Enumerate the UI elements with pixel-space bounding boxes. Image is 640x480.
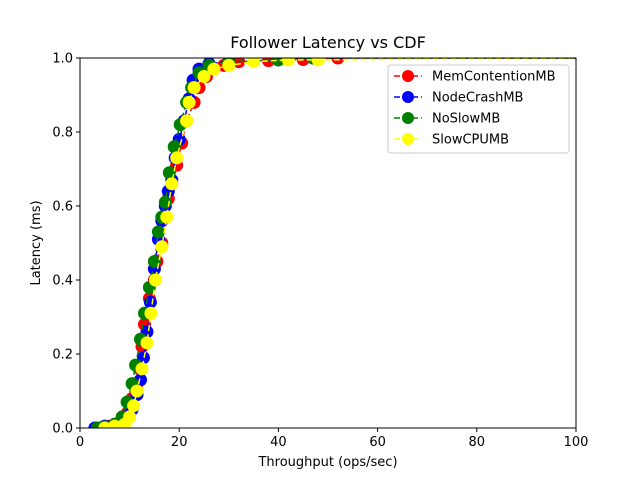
data-point-slowcpumb <box>180 114 194 128</box>
legend-entry-slowcpumb: SlowCPUMB <box>394 133 509 148</box>
y-tick-label: 1.0 <box>52 52 73 67</box>
legend-box <box>387 64 570 154</box>
data-point-slowcpumb <box>140 336 154 350</box>
x-tick-label: 20 <box>171 435 188 450</box>
legend-label: NoSlowMB <box>432 112 500 127</box>
legend-entry-memcontentionmb: MemContentionMB <box>394 70 556 85</box>
data-point-slowcpumb <box>247 58 261 69</box>
x-axis-label: Throughput (ops/sec) <box>257 455 397 470</box>
chart-title: Follower Latency vs CDF <box>230 33 426 52</box>
legend-entry-nodecrashmb: NodeCrashMB <box>394 91 523 106</box>
legend-label: NodeCrashMB <box>432 91 523 106</box>
x-tick-label: 100 <box>564 435 589 450</box>
x-axis: 0 20 40 60 80 100 <box>76 428 589 450</box>
y-tick-label: 0.2 <box>52 348 73 363</box>
x-tick-label: 40 <box>270 435 287 450</box>
legend-label: SlowCPUMB <box>432 133 509 148</box>
data-point-slowcpumb <box>148 273 162 287</box>
y-tick-label: 0.8 <box>52 126 73 141</box>
legend: MemContentionMB NodeCrashMB NoSlowMB SlowCP… <box>387 64 570 154</box>
data-point-slowcpumb <box>182 95 196 109</box>
data-point-slowcpumb <box>135 362 149 376</box>
y-tick-label: 0.6 <box>52 200 73 215</box>
data-point-slowcpumb <box>187 81 201 95</box>
legend-marker <box>402 91 414 103</box>
data-point-slowcpumb <box>130 384 144 398</box>
data-point-slowcpumb <box>144 306 158 320</box>
data-point-slowcpumb <box>222 58 236 72</box>
x-tick-label: 80 <box>469 435 486 450</box>
series-slowcpumb <box>98 58 576 428</box>
data-point-slowcpumb <box>155 240 169 254</box>
data-point-noslowmb <box>151 225 165 239</box>
data-point-slowcpumb <box>311 58 325 67</box>
series-layer <box>88 58 576 428</box>
y-tick-label: 0.0 <box>52 422 73 437</box>
data-point-slowcpumb <box>197 70 211 83</box>
data-point-slowcpumb <box>123 410 137 424</box>
data-point-slowcpumb <box>98 421 112 428</box>
data-point-slowcpumb <box>207 62 221 76</box>
data-point-slowcpumb <box>165 177 179 191</box>
legend-entry-noslowmb: NoSlowMB <box>394 112 500 127</box>
x-tick-label: 0 <box>76 435 84 450</box>
data-point-slowcpumb <box>127 399 141 413</box>
x-tick-label: 60 <box>369 435 386 450</box>
legend-marker <box>402 112 414 124</box>
plot-frame <box>79 57 577 429</box>
data-point-noslowmb <box>147 255 161 268</box>
y-tick-label: 0.4 <box>52 274 73 289</box>
y-axis: 0.0 0.2 0.4 0.6 0.8 1.0 <box>52 52 80 437</box>
data-point-slowcpumb <box>160 210 174 224</box>
data-point-slowcpumb <box>170 151 184 165</box>
legend-marker <box>402 133 414 145</box>
legend-marker <box>402 70 414 82</box>
y-axis-label: Latency (ms) <box>29 200 44 285</box>
legend-label: MemContentionMB <box>432 70 556 85</box>
data-point-slowcpumb <box>281 58 295 67</box>
